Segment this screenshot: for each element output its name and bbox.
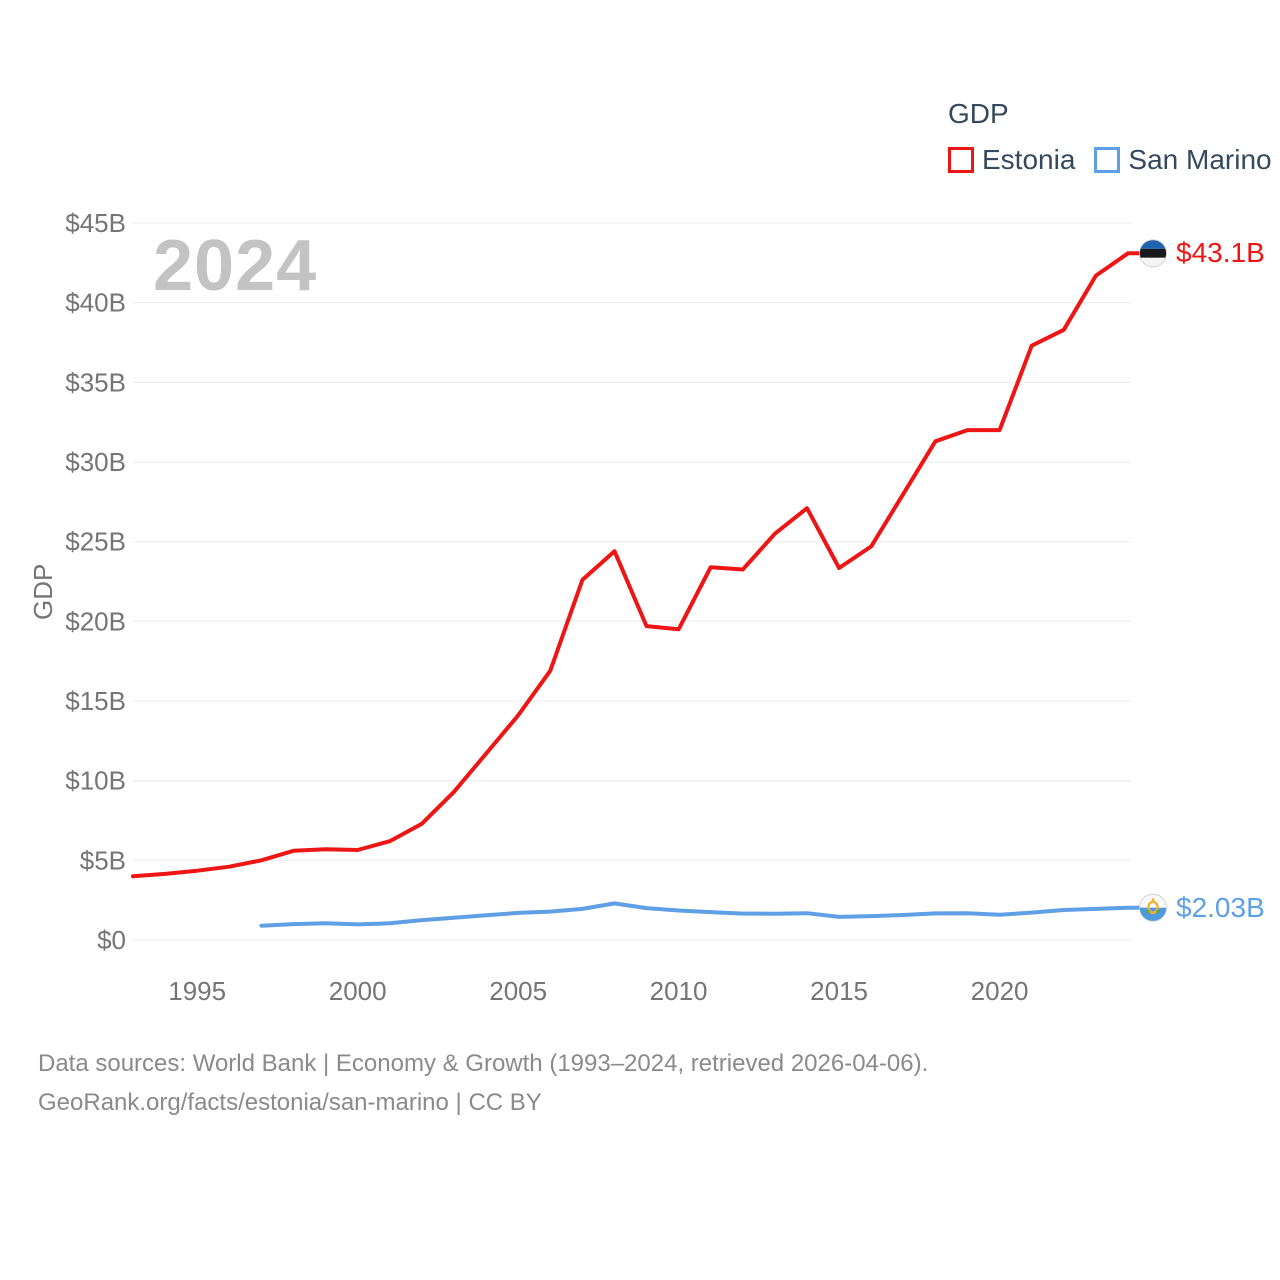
legend-item-san-marino[interactable]: San Marino <box>1094 144 1272 176</box>
y-tick-label: $15B <box>65 686 126 716</box>
source-line-2: GeoRank.org/facts/estonia/san-marino | C… <box>38 1089 542 1116</box>
estonia-flag-icon[interactable] <box>1139 240 1167 267</box>
gridlines: $0 $5B $10B $15B $20B $25B $30B $35B $40B $45B <box>65 208 1131 955</box>
x-tick-label: 2000 <box>329 976 387 1006</box>
san-marino-swatch-icon <box>1094 147 1121 173</box>
y-axis-title: GDP <box>28 563 58 620</box>
y-tick-label: $35B <box>65 367 126 397</box>
legend: GDP Estonia San Marino <box>948 98 1272 176</box>
watermark-year: 2024 <box>153 226 318 306</box>
estonia-line[interactable] <box>131 251 1144 879</box>
legend-item-estonia[interactable]: Estonia <box>948 144 1075 176</box>
y-tick-label: $40B <box>65 288 126 318</box>
legend-label-san-marino: San Marino <box>1128 144 1272 175</box>
y-tick-label: $30B <box>65 447 126 477</box>
y-tick-label: $0 <box>97 925 126 955</box>
y-tick-label: $20B <box>65 606 126 636</box>
y-tick-label: $25B <box>65 527 126 557</box>
x-tick-label: 2010 <box>650 976 708 1006</box>
legend-items: Estonia San Marino <box>948 144 1272 176</box>
y-tick-label: $45B <box>65 208 126 238</box>
source-attribution: Data sources: World Bank | Economy & Gro… <box>38 1044 928 1122</box>
san-marino-value-label: $2.03B <box>1176 892 1265 923</box>
legend-title: GDP <box>948 98 1009 129</box>
san-marino-line[interactable] <box>259 901 1144 928</box>
y-tick-label: $10B <box>65 766 126 796</box>
estonia-swatch-icon <box>948 147 974 173</box>
estonia-value-label: $43.1B <box>1176 237 1265 268</box>
x-tick-label: 2015 <box>810 976 868 1006</box>
y-tick-label: $5B <box>80 845 126 875</box>
san-marino-flag-icon[interactable] <box>1139 894 1167 921</box>
x-tick-label: 2005 <box>489 976 547 1006</box>
source-line-1: Data sources: World Bank | Economy & Gro… <box>38 1050 929 1077</box>
x-tick-label: 2020 <box>971 976 1029 1006</box>
x-tick-label: 1995 <box>168 976 226 1006</box>
legend-label-estonia: Estonia <box>982 144 1076 175</box>
